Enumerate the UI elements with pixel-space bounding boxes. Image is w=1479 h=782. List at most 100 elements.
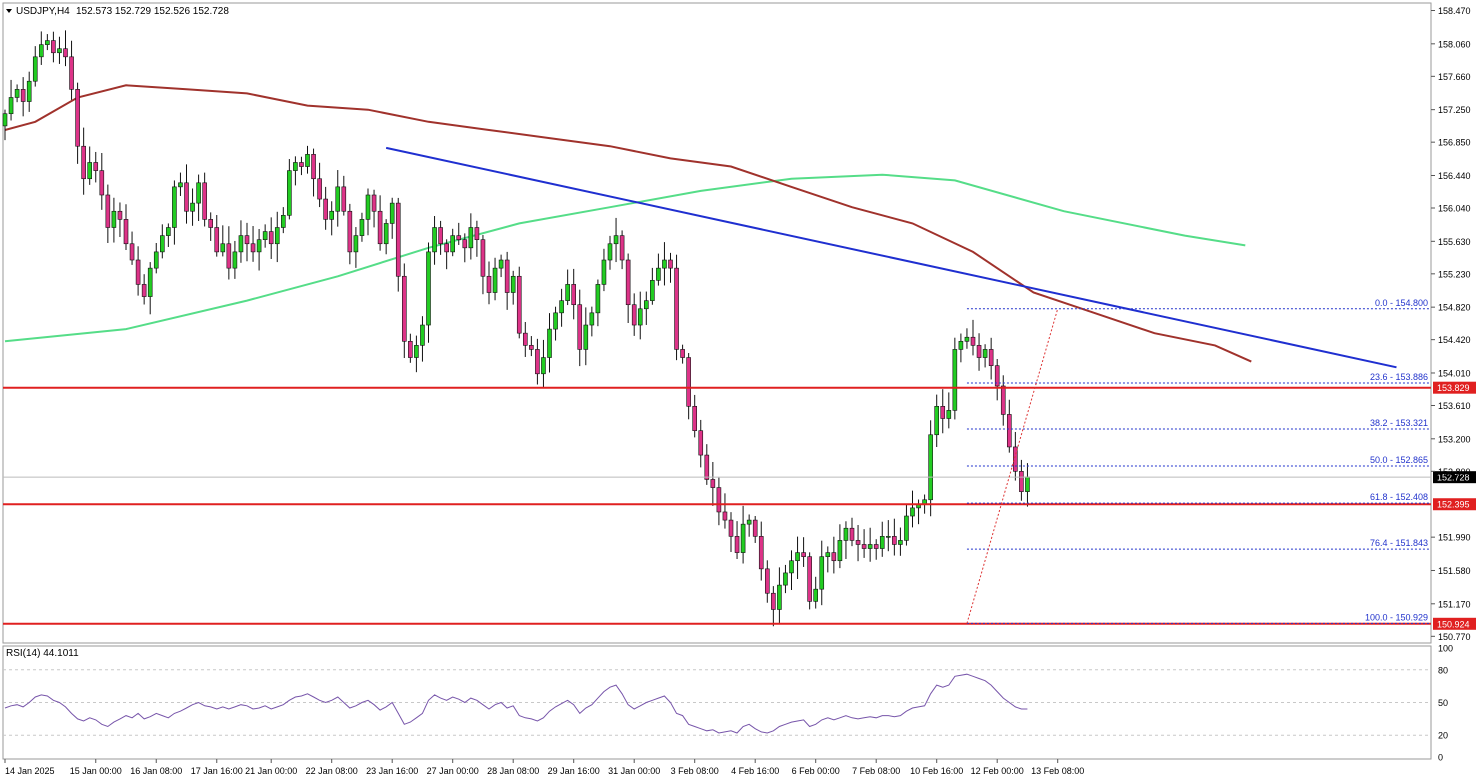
- bearish-candle: [135, 259, 141, 285]
- bearish-candle: [129, 243, 135, 261]
- bearish-candle: [347, 210, 353, 253]
- bullish-candle: [643, 300, 649, 310]
- ohlc-label: 152.573 152.729 152.526 152.728: [76, 6, 229, 17]
- x-tick-label: 4 Feb 16:00: [731, 766, 779, 776]
- bullish-candle: [740, 523, 746, 553]
- bearish-candle: [299, 162, 304, 167]
- bullish-candle: [879, 536, 885, 549]
- bearish-candle: [807, 556, 812, 602]
- rsi-tick-label: 80: [1438, 665, 1448, 675]
- y-tick-label: 152.800: [1438, 467, 1471, 477]
- bullish-candle: [982, 349, 988, 358]
- rsi-tick-label: 100: [1438, 644, 1453, 654]
- x-tick-label: 13 Feb 08:00: [1031, 766, 1084, 776]
- bearish-candle: [438, 227, 443, 245]
- bullish-candle: [547, 328, 552, 358]
- x-tick-label: 27 Jan 00:00: [427, 766, 479, 776]
- bearish-candle: [861, 544, 867, 549]
- bearish-candle: [141, 284, 147, 297]
- bearish-candle: [81, 145, 86, 180]
- bearish-candle: [474, 227, 480, 240]
- bearish-candle: [692, 406, 698, 431]
- bearish-candle: [855, 540, 861, 545]
- bearish-candle: [577, 304, 583, 350]
- bearish-candle: [401, 275, 407, 342]
- bullish-candle: [922, 499, 927, 505]
- bearish-candle: [704, 454, 710, 480]
- x-tick-label: 29 Jan 16:00: [548, 766, 600, 776]
- rsi-tick-label: 50: [1438, 698, 1448, 708]
- fib-level-label: 50.0 - 152.865: [1370, 455, 1428, 465]
- bearish-candle: [395, 202, 401, 277]
- y-tick-label: 150.770: [1438, 632, 1471, 642]
- bearish-candle: [516, 275, 522, 334]
- x-tick-label: 23 Jan 16:00: [366, 766, 418, 776]
- bullish-candle: [426, 251, 431, 326]
- bullish-candle: [38, 44, 44, 58]
- bearish-candle: [771, 592, 776, 610]
- candlesticks: [2, 30, 1030, 627]
- y-tick-label: 158.060: [1438, 39, 1471, 49]
- bullish-candle: [153, 251, 159, 269]
- bullish-candle: [795, 552, 800, 562]
- bullish-candle: [837, 540, 843, 562]
- y-tick-label: 151.990: [1438, 533, 1471, 543]
- bullish-candle: [559, 300, 564, 314]
- bearish-candle: [976, 345, 982, 358]
- symbol-label: USDJPY,H4: [16, 6, 70, 17]
- bearish-candle: [208, 219, 213, 228]
- bearish-candle: [311, 154, 316, 180]
- x-tick-label: 21 Jan 00:00: [245, 766, 297, 776]
- bearish-candle: [504, 259, 510, 293]
- bullish-candle: [898, 540, 903, 545]
- bearish-candle: [892, 536, 897, 545]
- x-tick-label: 3 Feb 08:00: [671, 766, 719, 776]
- fib-level-label: 76.4 - 151.843: [1370, 538, 1428, 548]
- bullish-candle: [8, 97, 14, 115]
- bearish-candle: [940, 406, 946, 419]
- bullish-candle: [819, 556, 825, 590]
- bearish-candle: [522, 332, 528, 346]
- bearish-candle: [123, 219, 129, 245]
- bullish-candle: [111, 210, 117, 228]
- bullish-candle: [87, 162, 92, 180]
- bearish-candle: [722, 511, 728, 521]
- bullish-candle: [335, 186, 341, 212]
- bullish-candle: [280, 215, 286, 228]
- bullish-candle: [293, 162, 298, 171]
- bullish-candle: [238, 235, 244, 253]
- descending-trendline: [385, 146, 1397, 369]
- bearish-candle: [716, 487, 722, 513]
- bearish-candle: [371, 194, 377, 212]
- price-axis: 158.470 158.060 157.660 157.250 156.850 156.4…: [1431, 6, 1471, 642]
- bullish-candle: [196, 182, 201, 204]
- symbol-dropdown-icon[interactable]: [6, 9, 12, 13]
- bullish-candle: [414, 345, 419, 358]
- bearish-candle: [202, 182, 207, 220]
- y-tick-label: 154.820: [1438, 303, 1471, 313]
- rsi-indicator: 100 80 50 20 0: [3, 644, 1453, 763]
- bullish-candle: [359, 219, 365, 236]
- support-price-tag: [1433, 498, 1476, 511]
- bullish-candle: [420, 324, 425, 346]
- bearish-candle: [849, 527, 855, 541]
- bearish-candle: [668, 259, 673, 269]
- support-price-label: 153.829: [1437, 383, 1470, 393]
- x-tick-label: 7 Feb 08:00: [852, 766, 900, 776]
- y-tick-label: 157.250: [1438, 105, 1471, 115]
- bearish-candle: [75, 89, 80, 147]
- x-tick-label: 17 Jan 16:00: [191, 766, 243, 776]
- bearish-candle: [831, 552, 837, 562]
- bullish-candle: [746, 519, 752, 525]
- bearish-candle: [105, 194, 111, 228]
- bullish-candle: [613, 235, 619, 245]
- bullish-candle: [492, 267, 498, 293]
- bearish-candle: [1013, 446, 1018, 472]
- time-axis: 14 Jan 2025 15 Jan 00:00 16 Jan 08:00 17 Ja…: [4, 759, 1084, 776]
- x-tick-label: 16 Jan 08:00: [130, 766, 182, 776]
- bearish-candle: [377, 210, 383, 245]
- fib-level-label: 38.2 - 153.321: [1370, 418, 1428, 428]
- bullish-candle: [952, 349, 958, 411]
- bearish-candle: [117, 210, 123, 220]
- rsi-line: [4, 673, 1028, 734]
